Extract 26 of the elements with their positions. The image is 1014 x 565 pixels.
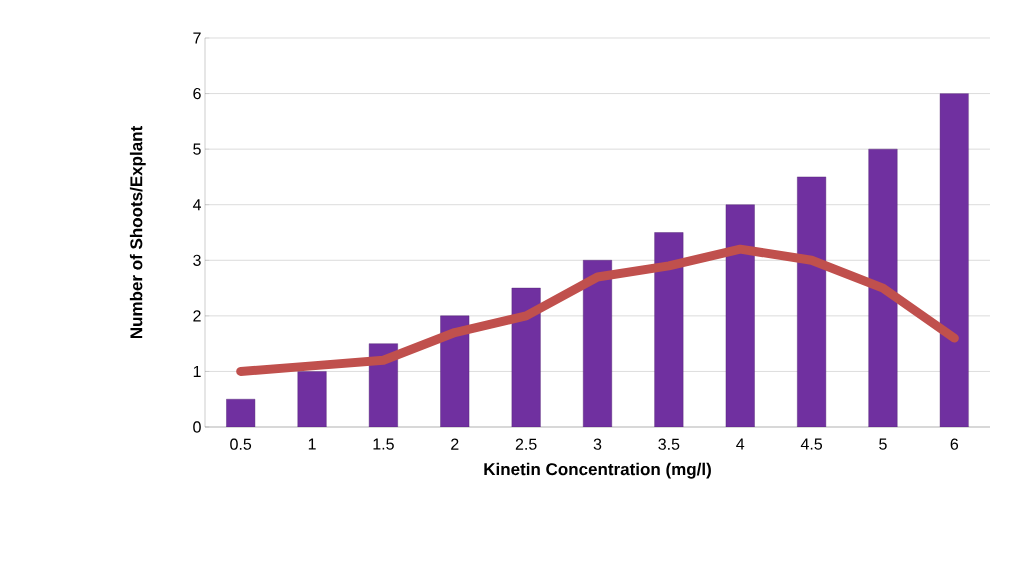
x-tick-label: 5 — [879, 438, 887, 450]
y-tick-label: 3 — [193, 254, 201, 266]
x-tick-label: 4.5 — [800, 438, 823, 450]
y-tick-label: 0 — [193, 421, 201, 433]
bar — [939, 93, 969, 427]
y-tick-label: 4 — [192, 199, 201, 211]
y-tick-label: 6 — [193, 87, 201, 100]
x-tick-label: 1 — [308, 438, 316, 450]
y-tick-label: 7 — [193, 32, 201, 44]
x-axis-title: Kinetin Concentration (mg/l) — [484, 462, 711, 479]
y-axis-title: Number of Shoots/Explant — [129, 125, 146, 339]
x-tick-label: 3.5 — [658, 438, 680, 450]
x-tick-label: 6 — [950, 438, 959, 450]
x-tick-label: 4 — [736, 438, 745, 450]
x-tick-label: 1.5 — [373, 438, 394, 450]
bar — [797, 176, 827, 427]
x-tick-label: 3 — [593, 438, 602, 450]
bar — [725, 204, 755, 427]
bar — [297, 371, 327, 427]
y-tick-label: 5 — [193, 143, 201, 155]
bar — [868, 148, 898, 427]
x-tick-label: 2 — [451, 438, 459, 450]
y-tick-label: 1 — [193, 365, 201, 377]
x-tick-label: 2.5 — [515, 438, 537, 450]
x-tick-label: 0.5 — [230, 438, 252, 450]
y-tick-label: 2 — [193, 310, 201, 322]
